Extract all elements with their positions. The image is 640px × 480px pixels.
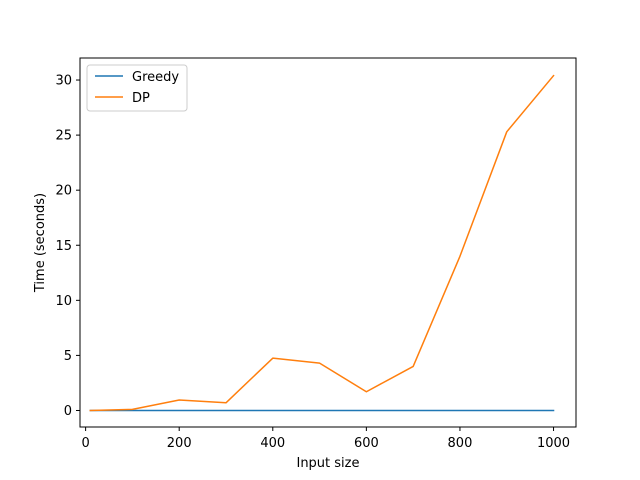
y-tick-label: 5: [64, 349, 72, 364]
x-tick-label: 800: [448, 436, 473, 451]
y-tick-label: 10: [55, 294, 72, 309]
y-tick-label: 20: [55, 184, 72, 199]
y-tick-label: 25: [55, 129, 72, 144]
series-layer: [89, 74, 555, 412]
x-tick-label: 400: [260, 436, 285, 451]
legend-label-dp: DP: [132, 91, 150, 106]
y-axis-label: Time (seconds): [33, 193, 48, 293]
plot-frame: [79, 57, 577, 428]
x-tick-label: 200: [167, 436, 192, 451]
x-axis: 0 200 400 600 800 1000: [81, 427, 570, 451]
y-axis: 0 5 10 15 20 25 30: [55, 74, 80, 419]
x-tick-label: 1000: [537, 436, 570, 451]
y-tick-label: 0: [64, 404, 72, 419]
legend: Greedy DP: [86, 64, 188, 112]
legend-label-greedy: Greedy: [132, 70, 179, 85]
series-line-dp: [89, 74, 555, 412]
y-tick-label: 15: [55, 239, 72, 254]
y-tick-label: 30: [55, 74, 72, 89]
x-tick-label: 600: [354, 436, 379, 451]
x-axis-label: Input size: [296, 456, 359, 471]
x-tick-label: 0: [81, 436, 89, 451]
